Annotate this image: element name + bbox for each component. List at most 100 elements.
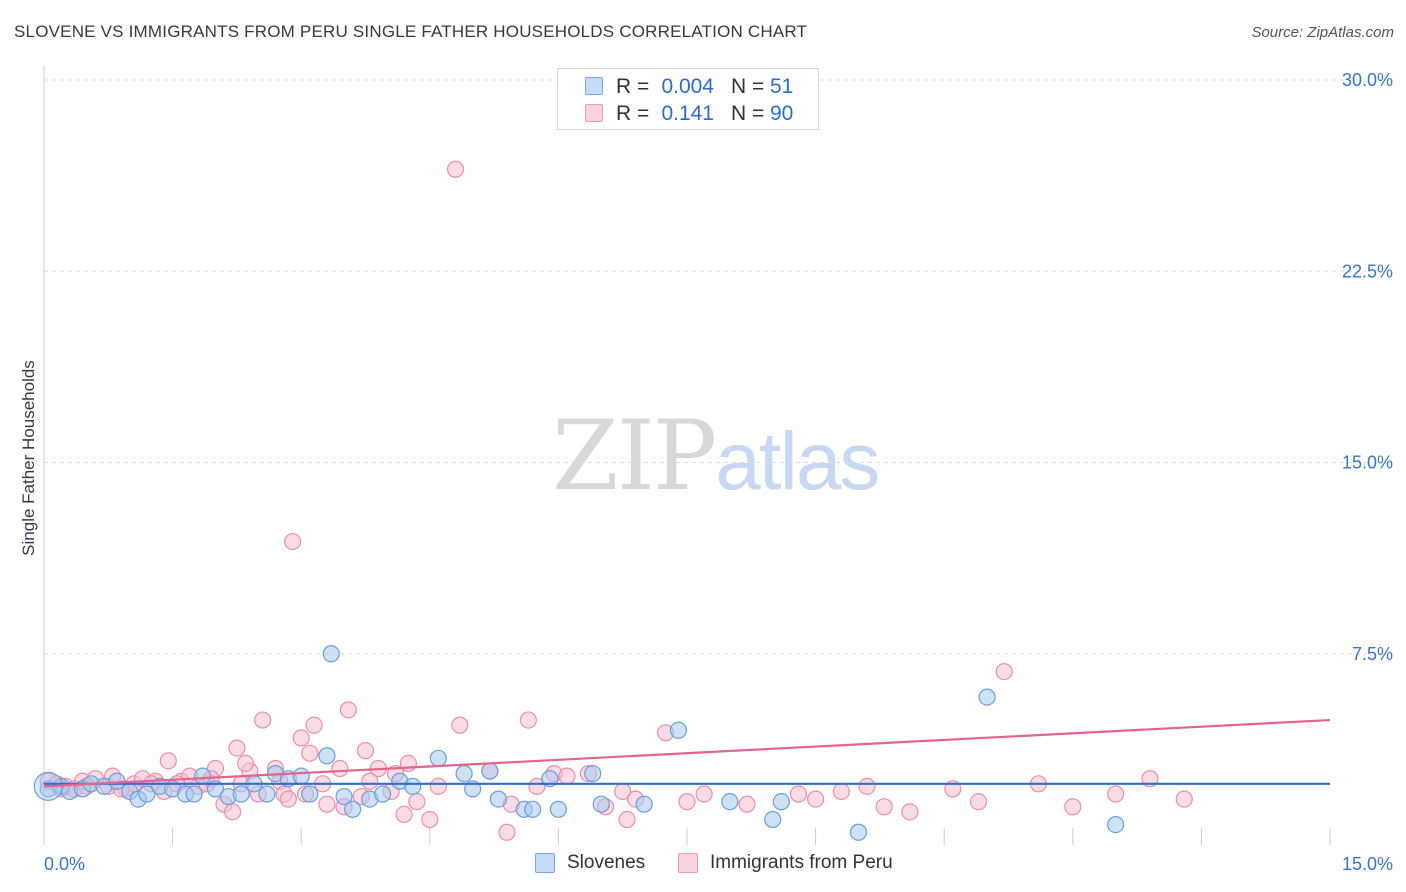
point-peru [1107, 785, 1125, 803]
chart-title: SLOVENE VS IMMIGRANTS FROM PERU SINGLE F… [14, 22, 808, 41]
stats-legend: R = 0.004 N = 51 R = 0.141 N = 90 [557, 68, 819, 130]
point-peru [1175, 790, 1193, 808]
point-peru [236, 754, 255, 773]
legend-label-peru: Immigrants from Peru [710, 852, 893, 873]
point-slovenes [292, 767, 310, 785]
y-tick-label: 15.0% [1342, 453, 1393, 473]
point-peru [408, 793, 426, 811]
point-peru [558, 767, 576, 785]
point-peru [254, 711, 272, 729]
point-peru [279, 790, 297, 808]
point-peru [1064, 798, 1082, 816]
point-peru [305, 716, 323, 734]
n-label: N = [731, 75, 765, 98]
point-slovenes [524, 800, 542, 818]
trendline-peru [43, 718, 1331, 788]
point-peru [875, 798, 893, 816]
point-peru [356, 742, 375, 760]
point-peru [451, 716, 469, 734]
point-peru [519, 711, 537, 729]
source-credit: Source: ZipAtlas.com [1251, 24, 1394, 41]
point-slovenes [489, 790, 507, 808]
watermark: ZIPatlas [552, 400, 892, 512]
point-slovenes [335, 787, 353, 806]
point-slovenes [258, 785, 276, 803]
swatch-slovenes [585, 77, 603, 95]
point-peru [695, 785, 713, 803]
point-peru [395, 805, 413, 824]
point-peru [399, 754, 417, 773]
point-slovenes [206, 780, 225, 798]
point-slovenes [301, 785, 319, 803]
point-slovenes [849, 823, 868, 841]
r-value: 0.004 [661, 75, 714, 98]
point-slovenes [584, 764, 602, 783]
point-peru [858, 777, 876, 795]
point-slovenes [374, 785, 392, 803]
x-tick-label: 0.0% [44, 854, 85, 874]
point-slovenes [404, 777, 422, 795]
swatch-peru [585, 104, 603, 122]
point-peru [228, 739, 246, 757]
stats-row-peru: R = 0.141 N = 90 [558, 102, 818, 128]
point-peru [901, 803, 919, 821]
point-slovenes [721, 793, 739, 811]
y-axis-title: Single Father Households [19, 360, 38, 556]
point-peru [331, 759, 349, 778]
point-slovenes [772, 793, 790, 811]
point-slovenes [1107, 815, 1125, 834]
legend-label-slovenes: Slovenes [567, 852, 646, 873]
r-label: R = [616, 75, 650, 98]
point-slovenes [669, 721, 688, 739]
point-peru [789, 785, 808, 803]
point-slovenes [429, 749, 447, 767]
point-peru [678, 793, 696, 811]
point-peru [528, 777, 546, 795]
point-peru [284, 532, 302, 551]
point-peru [832, 782, 850, 801]
point-peru [944, 780, 962, 798]
series-legend: Slovenes Immigrants from Peru [0, 852, 1406, 878]
legend-swatch-peru [678, 853, 698, 873]
point-peru [301, 744, 319, 762]
point-peru [969, 793, 988, 811]
point-peru [995, 662, 1013, 681]
legend-swatch-slovenes [535, 853, 555, 873]
point-slovenes [978, 688, 996, 706]
point-peru [339, 701, 357, 719]
r-value: 0.141 [661, 102, 714, 125]
point-peru [429, 777, 447, 795]
x-tick-label: 15.0% [1342, 854, 1393, 874]
point-peru [738, 795, 756, 813]
point-peru [224, 803, 242, 821]
n-label: N = [731, 102, 765, 125]
n-value: 90 [770, 102, 794, 125]
watermark-atlas: atlas [715, 416, 880, 507]
point-slovenes [455, 764, 473, 783]
point-peru [446, 160, 465, 178]
point-slovenes [635, 795, 653, 813]
y-tick-label: 30.0% [1342, 70, 1393, 90]
point-slovenes [344, 800, 362, 818]
point-peru [806, 790, 825, 808]
point-peru [498, 823, 516, 841]
n-value: 51 [770, 75, 794, 98]
point-peru [421, 810, 439, 829]
point-slovenes [592, 795, 610, 813]
point-slovenes [322, 645, 340, 663]
point-slovenes [549, 800, 568, 818]
y-tick-label: 22.5% [1342, 261, 1393, 281]
point-slovenes [318, 747, 336, 765]
point-slovenes [232, 785, 250, 803]
point-slovenes [185, 785, 203, 803]
point-slovenes [481, 762, 499, 780]
watermark-zip: ZIP [552, 400, 717, 512]
y-tick-label: 7.5% [1352, 644, 1393, 664]
point-peru [361, 772, 379, 790]
point-slovenes [464, 780, 482, 798]
point-peru [618, 810, 636, 829]
point-peru [318, 795, 336, 813]
point-slovenes [138, 785, 156, 803]
point-slovenes [194, 767, 212, 785]
